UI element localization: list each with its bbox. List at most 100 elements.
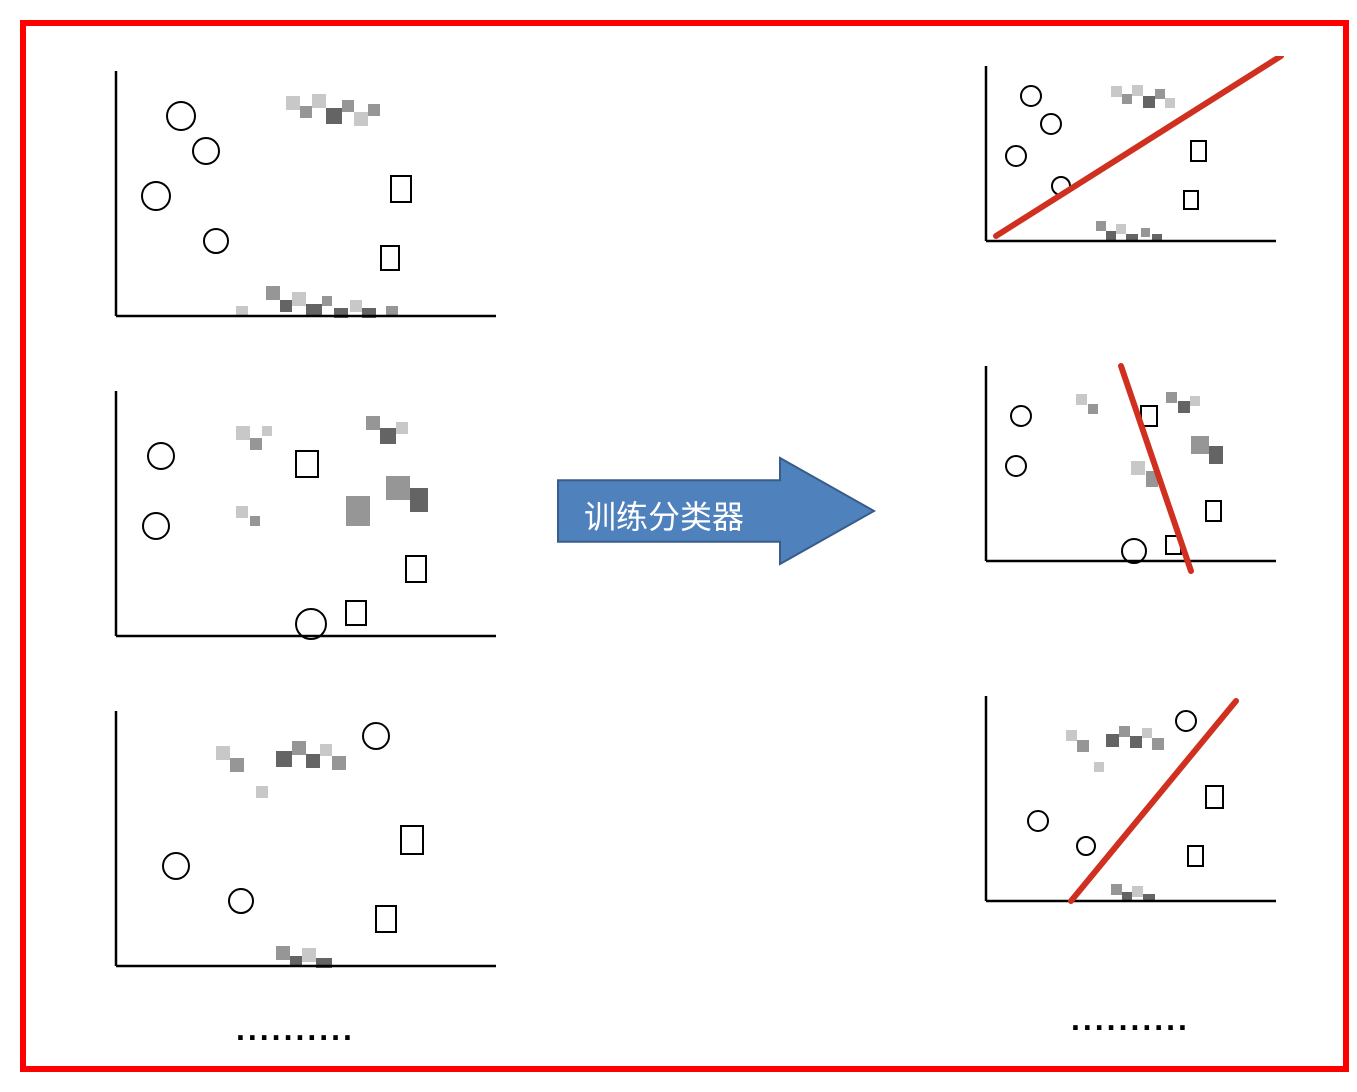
square-marker [346, 601, 366, 625]
noise-pixel [1152, 738, 1164, 750]
circle-marker [143, 513, 169, 539]
scatter-plot-left-0 [86, 56, 506, 336]
noise-pixel [236, 506, 248, 518]
noise-pixel [1111, 86, 1122, 97]
classifier-line [1071, 701, 1236, 901]
circle-marker [229, 889, 253, 913]
circle-marker [296, 609, 326, 639]
noise-pixel [1111, 884, 1122, 895]
noise-pixel [410, 488, 428, 512]
scatter-plot-right-0 [966, 56, 1286, 256]
noise-pixel [292, 292, 306, 306]
noise-pixel [256, 786, 268, 798]
circle-marker [1028, 811, 1048, 831]
square-marker [1206, 501, 1221, 521]
square-marker [406, 556, 426, 582]
circle-marker [1122, 539, 1146, 563]
noise-pixel [320, 744, 332, 756]
noise-pixel [332, 756, 346, 770]
noise-pixel [1119, 726, 1130, 737]
arrow-icon [558, 458, 874, 564]
noise-pixel [386, 476, 410, 500]
circle-marker [1006, 146, 1026, 166]
noise-pixel [216, 746, 230, 760]
circle-marker [163, 853, 189, 879]
noise-pixel [326, 108, 342, 124]
circle-marker [1006, 456, 1026, 476]
noise-pixel [386, 306, 398, 316]
ellipsis-left: .......... [236, 1011, 355, 1048]
noise-pixel [1141, 228, 1150, 237]
square-marker [296, 451, 318, 477]
noise-pixel [250, 438, 262, 450]
noise-pixel [276, 946, 290, 960]
circle-marker [193, 138, 219, 164]
noise-pixel [312, 94, 326, 108]
noise-pixel [1155, 89, 1165, 99]
noise-pixel [354, 112, 368, 126]
noise-pixel [322, 296, 332, 306]
noise-pixel [1131, 461, 1145, 475]
noise-pixel [250, 516, 260, 526]
classifier-line [996, 56, 1281, 236]
ellipsis-right: .......... [1071, 1001, 1190, 1038]
square-marker [1206, 786, 1223, 808]
noise-pixel [1096, 221, 1106, 231]
noise-pixel [1076, 394, 1087, 405]
circle-marker [167, 102, 195, 130]
noise-pixel [290, 956, 302, 966]
noise-pixel [1191, 436, 1209, 454]
noise-pixel [230, 758, 244, 772]
circle-marker [1021, 86, 1041, 106]
scatter-plot-left-2 [86, 696, 506, 986]
noise-pixel [1209, 446, 1223, 464]
noise-pixel [1132, 85, 1143, 96]
square-marker [376, 906, 396, 932]
circle-marker [1176, 711, 1196, 731]
noise-pixel [342, 100, 354, 112]
scatter-plot-left-1 [86, 376, 506, 656]
noise-pixel [302, 948, 316, 962]
noise-pixel [350, 300, 362, 312]
noise-pixel [1094, 762, 1104, 772]
noise-pixel [1077, 740, 1089, 752]
noise-pixel [236, 426, 250, 440]
square-marker [1184, 191, 1198, 209]
noise-pixel [306, 754, 320, 768]
noise-pixel [1122, 892, 1132, 901]
square-marker [391, 176, 411, 202]
noise-pixel [266, 286, 280, 300]
noise-pixel [1130, 736, 1142, 748]
circle-marker [204, 229, 228, 253]
noise-pixel [368, 104, 380, 116]
noise-pixel [280, 300, 292, 312]
noise-pixel [1132, 886, 1143, 897]
noise-pixel [286, 96, 300, 110]
train-classifier-arrow: 训练分类器 [556, 456, 876, 566]
noise-pixel [1106, 734, 1119, 747]
circle-marker [142, 182, 170, 210]
noise-pixel [1106, 231, 1116, 240]
noise-pixel [306, 304, 322, 316]
noise-pixel [276, 751, 292, 767]
square-marker [401, 826, 423, 854]
noise-pixel [262, 426, 272, 436]
noise-pixel [346, 496, 370, 526]
noise-pixel [1116, 224, 1126, 234]
noise-pixel [1190, 396, 1200, 406]
noise-pixel [1142, 728, 1152, 738]
square-marker [381, 246, 399, 270]
noise-pixel [1178, 401, 1190, 413]
noise-pixel [1066, 730, 1077, 741]
noise-pixel [366, 416, 380, 430]
noise-pixel [1088, 404, 1098, 414]
noise-pixel [1165, 98, 1175, 108]
noise-pixel [1143, 96, 1155, 108]
diagram-frame: 训练分类器.................... [20, 20, 1349, 1072]
circle-marker [148, 443, 174, 469]
noise-pixel [236, 306, 248, 316]
noise-pixel [292, 741, 306, 755]
scatter-plot-right-1 [966, 356, 1286, 576]
noise-pixel [1166, 392, 1177, 403]
circle-marker [1041, 114, 1061, 134]
